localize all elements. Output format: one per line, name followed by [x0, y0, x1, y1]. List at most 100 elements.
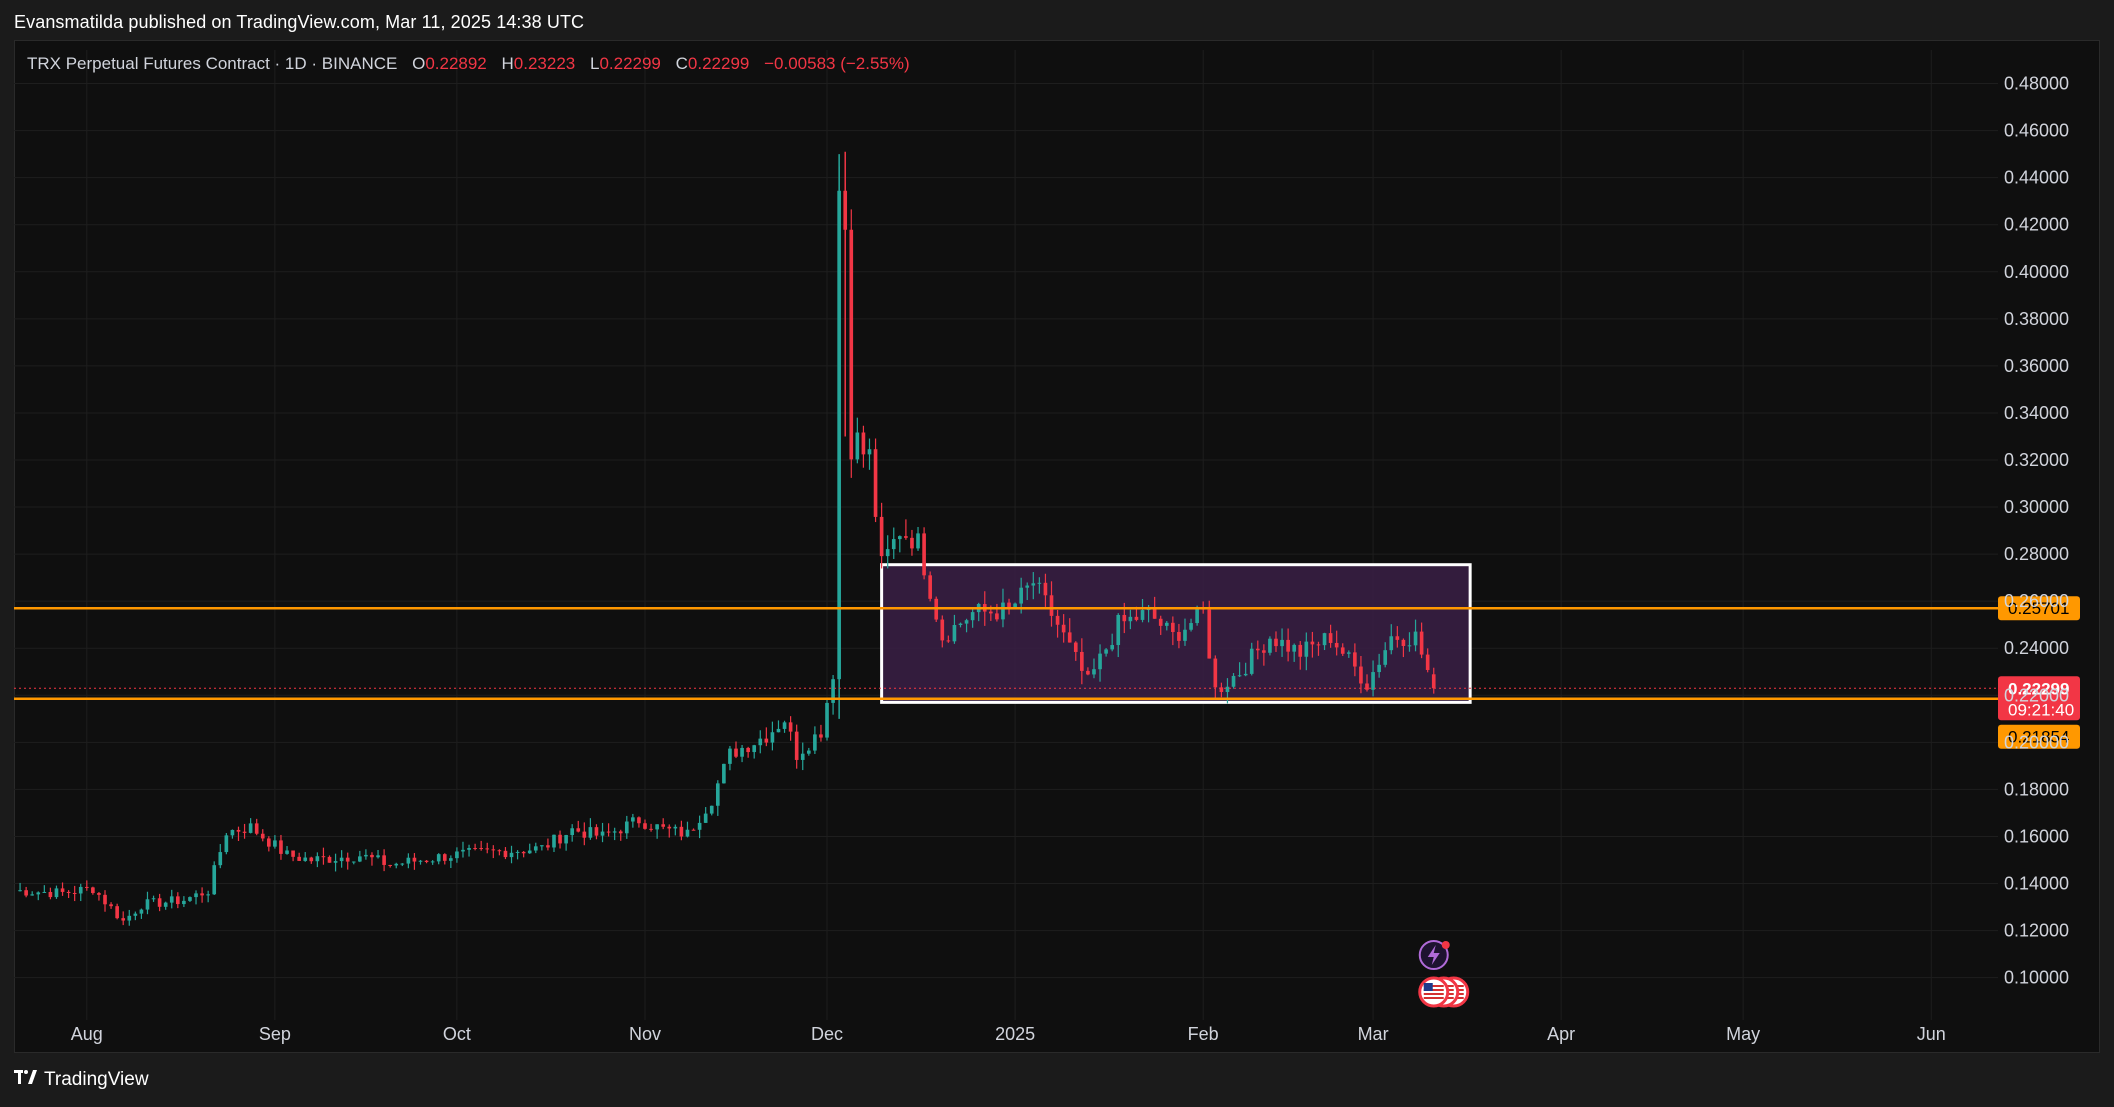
- candle: [1425, 648, 1430, 673]
- candle: [1189, 618, 1193, 632]
- candle: [157, 893, 162, 912]
- candle: [1365, 674, 1369, 692]
- candle: [1110, 633, 1114, 652]
- candle-body: [1316, 644, 1321, 646]
- candle-body: [1110, 645, 1114, 650]
- candle: [1080, 638, 1084, 685]
- candle-body: [703, 813, 708, 823]
- candle-body: [673, 826, 678, 829]
- candle-body: [770, 732, 775, 743]
- candle: [1128, 609, 1133, 630]
- candle-body: [867, 449, 872, 455]
- y-tick-label: 0.14000: [2004, 874, 2069, 894]
- candle: [424, 860, 429, 864]
- candle: [309, 856, 314, 864]
- candle-body: [1304, 641, 1309, 657]
- candle: [728, 745, 732, 771]
- candle: [103, 890, 107, 912]
- candle: [1262, 644, 1266, 666]
- tradingview-logo-icon: [14, 1068, 38, 1091]
- candle-body: [1013, 603, 1017, 608]
- legend-open-value: 0.22892: [425, 54, 487, 73]
- candle-body: [1334, 642, 1339, 648]
- candle: [321, 847, 326, 865]
- candle: [388, 864, 392, 868]
- candle-body: [813, 734, 817, 751]
- candle-body: [728, 748, 732, 764]
- candle-body: [891, 539, 896, 550]
- x-tick-label: Nov: [629, 1024, 661, 1044]
- candle-body: [115, 906, 119, 919]
- candle: [1304, 632, 1309, 671]
- candle-body: [351, 861, 356, 863]
- candle-body: [169, 896, 174, 903]
- candle: [540, 845, 544, 851]
- candle-body: [558, 834, 562, 844]
- candle-body: [1328, 633, 1333, 643]
- candle-body: [782, 722, 787, 729]
- candle-body: [940, 619, 945, 641]
- candle-body: [260, 833, 265, 839]
- candle: [600, 822, 605, 843]
- candle-body: [224, 835, 229, 853]
- candle-body: [570, 828, 575, 836]
- candle-body: [78, 886, 83, 894]
- candle-body: [230, 829, 235, 836]
- candle: [564, 834, 568, 851]
- x-tick-label: Dec: [811, 1024, 843, 1044]
- candle: [746, 746, 750, 758]
- candle-body: [1274, 638, 1278, 647]
- brand-name: TradingView: [44, 1068, 149, 1090]
- tradingview-logo[interactable]: TradingView: [14, 1068, 149, 1091]
- candle: [60, 882, 65, 896]
- x-tick-label: Oct: [443, 1024, 471, 1044]
- candle-body: [588, 827, 593, 838]
- candle: [776, 720, 781, 733]
- y-tick-label: 0.22000: [2004, 685, 2069, 705]
- candle-body: [18, 890, 22, 892]
- candle: [327, 855, 332, 863]
- candle: [606, 823, 611, 837]
- candle-body: [327, 856, 332, 863]
- candle-body: [740, 747, 744, 757]
- candle: [612, 827, 617, 841]
- x-tick-label: Mar: [1358, 1024, 1389, 1044]
- candle-body: [345, 857, 350, 862]
- candle-body: [879, 516, 884, 557]
- candle: [91, 886, 95, 895]
- candle-body: [910, 537, 914, 549]
- candle: [509, 845, 514, 864]
- candle: [788, 716, 793, 741]
- candle-body: [800, 753, 805, 760]
- candle-body: [72, 893, 77, 895]
- candle: [758, 730, 763, 754]
- chart-frame[interactable]: [14, 40, 2100, 1053]
- x-tick-label: May: [1726, 1024, 1760, 1044]
- candle: [576, 820, 581, 833]
- candle-body: [1001, 602, 1005, 620]
- candle-body: [1383, 650, 1388, 665]
- candle: [1073, 641, 1078, 661]
- candle-body: [1425, 654, 1430, 670]
- y-tick-label: 0.48000: [2004, 74, 2069, 94]
- candle-body: [1298, 644, 1303, 657]
- candle: [151, 895, 156, 902]
- candle-body: [1080, 651, 1084, 671]
- candle-body: [788, 722, 793, 732]
- y-tick-label: 0.10000: [2004, 968, 2069, 988]
- candle-body: [1043, 582, 1048, 596]
- candle-body: [1055, 615, 1060, 625]
- candle-body: [1073, 642, 1078, 652]
- candle-body: [533, 846, 538, 851]
- candle: [673, 824, 678, 836]
- candle: [1219, 682, 1224, 698]
- candle: [442, 853, 447, 865]
- candle-body: [1395, 636, 1400, 640]
- candle: [121, 911, 126, 926]
- y-tick-label: 0.46000: [2004, 121, 2069, 141]
- candle: [995, 603, 999, 622]
- candle-body: [1049, 595, 1054, 616]
- candle: [48, 887, 53, 900]
- candle: [1353, 643, 1357, 677]
